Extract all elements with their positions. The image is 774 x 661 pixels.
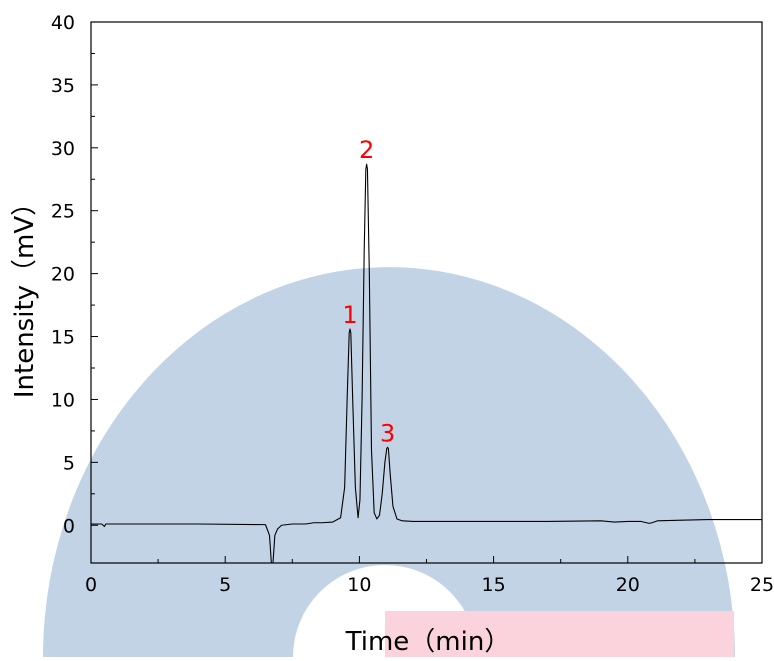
peak-label-2: 2 — [359, 136, 374, 164]
peak-label-1: 1 — [342, 301, 357, 329]
annotations: 1 2 3 — [342, 136, 395, 447]
x-tick-label: 20 — [616, 574, 640, 596]
x-tick-label: 5 — [219, 574, 231, 596]
y-tick-label: 20 — [51, 264, 75, 286]
x-tick-label: 0 — [85, 574, 97, 596]
y-tick-label: 10 — [51, 389, 75, 411]
axes: 0 5 10 15 20 25 0 5 10 15 20 25 30 35 40 — [51, 12, 774, 596]
x-tick-label: 10 — [347, 574, 371, 596]
x-tick-label: 25 — [750, 574, 774, 596]
y-tick-label: 35 — [51, 75, 75, 97]
series-layer — [91, 163, 762, 564]
peak-label-3: 3 — [380, 419, 395, 447]
y-tick-label: 0 — [63, 515, 75, 537]
series-line-1 — [91, 163, 762, 564]
y-tick-label: 30 — [51, 138, 75, 160]
x-axis-label: Time（min） — [345, 627, 511, 657]
y-axis-label: Intensity（mV） — [10, 190, 40, 398]
y-tick-label: 5 — [63, 452, 75, 474]
y-tick-label: 40 — [51, 12, 75, 34]
y-tick-label: 25 — [51, 201, 75, 223]
x-tick-label: 15 — [482, 574, 506, 596]
y-tick-label: 15 — [51, 327, 75, 349]
watermark-bar-shape — [385, 611, 734, 657]
